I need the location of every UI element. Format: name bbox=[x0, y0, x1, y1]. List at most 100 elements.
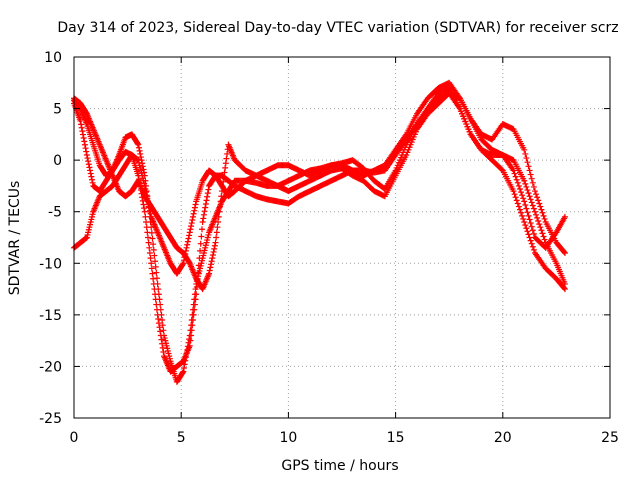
data-point bbox=[512, 194, 519, 201]
data-point bbox=[561, 286, 568, 293]
data-point bbox=[516, 206, 523, 213]
data-point bbox=[159, 344, 166, 351]
data-point bbox=[153, 306, 160, 313]
x-tick-label: 20 bbox=[494, 430, 512, 446]
data-point bbox=[512, 173, 519, 180]
data-point bbox=[185, 235, 192, 242]
data-point bbox=[155, 315, 162, 322]
data-point bbox=[535, 197, 542, 204]
data-point bbox=[184, 241, 191, 248]
data-point bbox=[520, 195, 527, 202]
data-point bbox=[208, 261, 215, 268]
data-point bbox=[155, 320, 162, 327]
data-point bbox=[514, 179, 521, 186]
data-point bbox=[89, 179, 96, 186]
data-point bbox=[87, 167, 94, 174]
data-point bbox=[197, 247, 204, 254]
data-point bbox=[206, 267, 213, 274]
chart-title: Day 314 of 2023, Sidereal Day-to-day VTE… bbox=[57, 20, 618, 36]
data-point bbox=[530, 205, 537, 212]
data-point bbox=[525, 212, 532, 219]
data-point bbox=[533, 211, 540, 218]
data-point bbox=[190, 311, 197, 318]
data-point bbox=[142, 213, 149, 220]
data-point bbox=[510, 188, 517, 195]
data-point bbox=[137, 154, 144, 161]
data-point bbox=[192, 296, 199, 303]
data-point bbox=[135, 141, 142, 148]
x-tick-label: 5 bbox=[177, 430, 186, 446]
data-point bbox=[222, 160, 229, 167]
gridlines bbox=[74, 57, 610, 418]
data-point bbox=[540, 233, 547, 240]
data-point bbox=[529, 179, 536, 186]
data-point bbox=[528, 223, 535, 230]
data-point bbox=[218, 188, 225, 195]
data-point bbox=[527, 237, 534, 244]
data-point bbox=[219, 183, 226, 190]
data-point bbox=[144, 229, 151, 236]
data-point bbox=[190, 210, 197, 217]
data-point bbox=[522, 222, 529, 229]
data-point bbox=[188, 327, 195, 334]
data-point bbox=[183, 244, 190, 251]
data-point bbox=[524, 209, 531, 216]
data-point bbox=[212, 239, 219, 246]
data-point bbox=[85, 161, 92, 168]
data-point bbox=[148, 265, 155, 272]
data-point bbox=[531, 188, 538, 195]
data-point bbox=[152, 291, 159, 298]
data-point bbox=[526, 216, 533, 223]
data-point bbox=[527, 171, 534, 178]
data-point bbox=[498, 166, 505, 173]
data-point bbox=[205, 186, 212, 193]
data-point bbox=[144, 234, 151, 241]
data-point bbox=[528, 240, 535, 247]
data-point bbox=[188, 332, 195, 339]
data-point bbox=[522, 180, 529, 187]
data-point bbox=[187, 226, 194, 233]
data-point bbox=[157, 332, 164, 339]
data-point bbox=[519, 192, 526, 199]
data-point bbox=[202, 204, 209, 211]
x-tick-label: 0 bbox=[70, 430, 79, 446]
data-point bbox=[523, 155, 530, 162]
data-point bbox=[150, 275, 157, 282]
y-axis-label: SDTVAR / TECUs bbox=[7, 181, 23, 296]
data-point bbox=[187, 337, 194, 344]
series-track-1 bbox=[71, 84, 568, 385]
data-point bbox=[523, 183, 530, 190]
data-point bbox=[209, 255, 216, 262]
data-point bbox=[152, 296, 159, 303]
data-point bbox=[89, 176, 96, 183]
data-point bbox=[534, 214, 541, 221]
data-point bbox=[525, 190, 532, 197]
data-point bbox=[193, 291, 200, 298]
data-point bbox=[209, 252, 216, 259]
data-point bbox=[221, 169, 228, 176]
data-point bbox=[150, 241, 157, 248]
data-point bbox=[207, 264, 214, 271]
data-point bbox=[152, 258, 159, 265]
data-point bbox=[521, 177, 528, 184]
data-point bbox=[153, 269, 160, 276]
data-point bbox=[134, 140, 141, 147]
data-point bbox=[147, 210, 154, 217]
data-points bbox=[71, 79, 568, 385]
data-point bbox=[191, 204, 198, 211]
data-point bbox=[521, 219, 528, 226]
data-point bbox=[214, 224, 221, 231]
data-point bbox=[188, 220, 195, 227]
data-point bbox=[202, 200, 209, 207]
data-point bbox=[83, 151, 90, 158]
data-point bbox=[148, 260, 155, 267]
data-point bbox=[204, 190, 211, 197]
data-point bbox=[140, 201, 147, 208]
y-tick-label: -25 bbox=[39, 411, 62, 427]
data-point bbox=[149, 235, 156, 242]
data-point bbox=[211, 245, 218, 252]
data-point bbox=[527, 196, 534, 203]
data-point bbox=[79, 128, 86, 135]
data-point bbox=[192, 201, 199, 208]
